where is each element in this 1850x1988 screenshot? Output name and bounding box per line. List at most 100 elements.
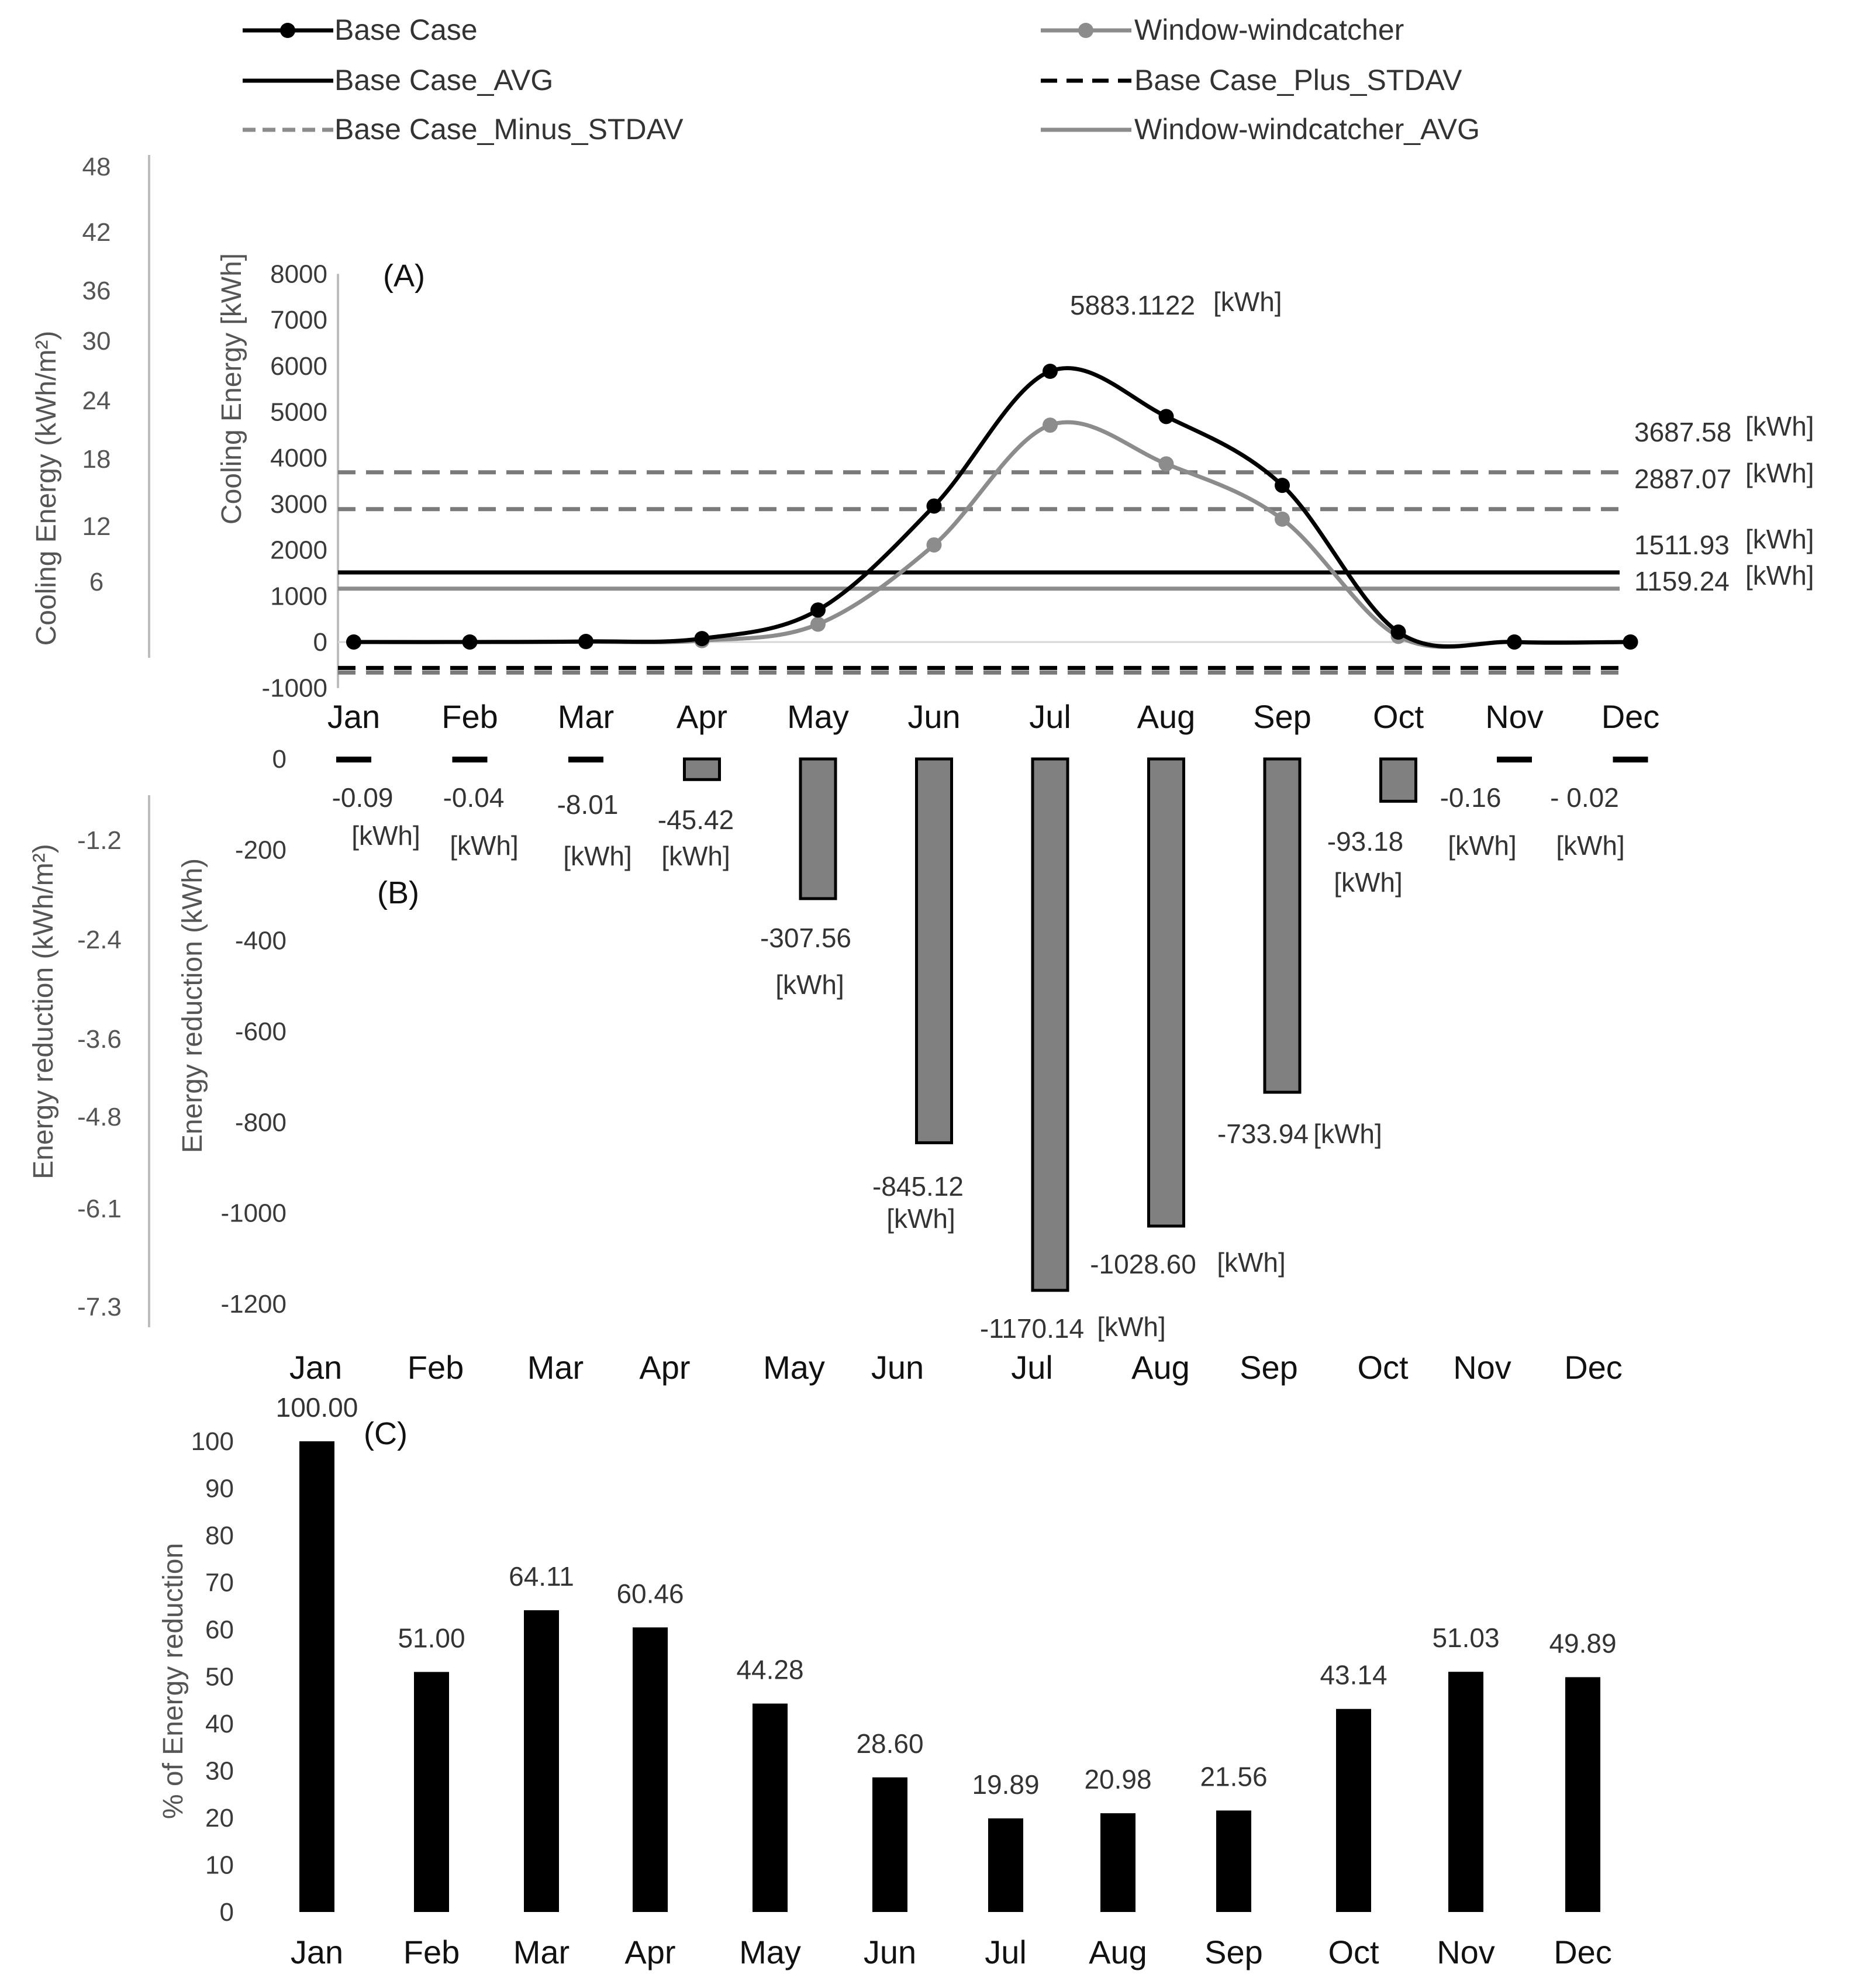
panel-b-bar bbox=[683, 757, 721, 781]
legend-label-base-case-avg: Base Case_AVG bbox=[334, 64, 553, 96]
panel-c-bar-value-label: 60.46 bbox=[616, 1578, 684, 1609]
panel-c-bars bbox=[299, 1441, 1600, 1912]
panel-c-bar-value-label: 64.11 bbox=[509, 1561, 574, 1592]
panel-b-y-tick: -800 bbox=[235, 1108, 287, 1137]
panel-a-data-point bbox=[1390, 624, 1406, 640]
panel-b-bar bbox=[1379, 757, 1417, 803]
panel-a-data-point bbox=[810, 602, 826, 618]
panel-a-reference-lines: 3687.58 [kWh] 2887.07 [kWh] 1511.93 [kWh] 1159… bbox=[338, 411, 1814, 675]
panel-c-y-tick: 20 bbox=[205, 1804, 234, 1832]
panel-c-bar-value-label: 20.98 bbox=[1084, 1764, 1151, 1794]
panel-b-y-tick-secondary: -2.4 bbox=[77, 926, 122, 954]
panel-c-y-tick: 50 bbox=[205, 1663, 234, 1692]
panel-a-data-point bbox=[926, 498, 942, 514]
legend-item-window-windcatcher: Window-windcatcher bbox=[1041, 13, 1404, 46]
panel-a-x-tick: Mar bbox=[558, 698, 614, 735]
panel-a-x-tick: Feb bbox=[441, 698, 498, 735]
panel-b-bars bbox=[336, 757, 1648, 1292]
panel-a-y-ticks: 8000 7000 6000 5000 4000 3000 2000 1000 0 -1000 bbox=[261, 260, 327, 702]
panel-a-data-point bbox=[1275, 478, 1290, 493]
panel-a-x-tick: May bbox=[787, 698, 849, 735]
legend-label-window-windcatcher: Window-windcatcher bbox=[1134, 13, 1404, 46]
panel-c-bar bbox=[1448, 1672, 1483, 1912]
panel-b-bar-value-label: - 0.02 bbox=[1550, 782, 1619, 813]
panel-b-bar-unit-label: [kWh] bbox=[450, 830, 519, 861]
panel-c-bar-value-label: 19.89 bbox=[972, 1769, 1039, 1800]
panel-a-data-point bbox=[926, 537, 942, 553]
panel-c-bar-value-label: 51.03 bbox=[1432, 1623, 1499, 1653]
panel-a-ylabel-secondary: Cooling Energy (kWh/m²) bbox=[31, 331, 62, 646]
panel-a-x-tick: Aug bbox=[1137, 698, 1196, 735]
panel-a-reference-unit-label: [kWh] bbox=[1745, 411, 1814, 441]
panel-b-bar-value-label: -1028.60 bbox=[1090, 1249, 1196, 1279]
legend-item-base-case-minus-stdav: Base Case_Minus_STDAV bbox=[243, 113, 684, 146]
panel-a-y-tick: 3000 bbox=[270, 490, 327, 519]
legend-item-window-windcatcher-avg: Window-windcatcher_AVG bbox=[1041, 113, 1480, 146]
panel-a-x-ticks: Jan Feb Mar Apr May Jun Jul Aug Sep Oct Nov Dec bbox=[327, 698, 1659, 735]
panel-b-y-tick: 0 bbox=[272, 745, 287, 774]
panel-b-bar bbox=[799, 757, 837, 900]
panel-b-bar-unit-label: [kWh] bbox=[563, 841, 632, 871]
panel-b-bar bbox=[1147, 757, 1185, 1228]
panel-b-ylabel-secondary: Energy reduction (kWh/m²) bbox=[28, 844, 59, 1179]
panel-c-bar bbox=[1100, 1813, 1135, 1912]
panel-b-x-tick: Jan bbox=[289, 1349, 342, 1386]
panel-c-y-tick: 60 bbox=[205, 1616, 234, 1644]
panel-c-bar bbox=[872, 1777, 907, 1912]
panel-c-x-tick: Apr bbox=[624, 1934, 675, 1970]
panel-a-data-point bbox=[1507, 634, 1522, 650]
panel-c-bar-value-label: 49.89 bbox=[1549, 1628, 1616, 1658]
panel-a-data-point bbox=[1158, 409, 1174, 424]
legend: Base Case Window-windcatcher Base Case_A… bbox=[243, 13, 1480, 146]
panel-b-bar-value-label: -0.09 bbox=[332, 782, 394, 813]
panel-b-bar-value-label: -845.12 bbox=[872, 1171, 964, 1202]
panel-b-x-tick: Dec bbox=[1564, 1349, 1623, 1386]
legend-label-base-case: Base Case bbox=[334, 13, 478, 46]
panel-a-x-tick: Jan bbox=[327, 698, 380, 735]
panel-a-x-tick: Jun bbox=[907, 698, 960, 735]
panel-b-bar-unit-label: [kWh] bbox=[1556, 830, 1625, 861]
panel-a-y-tick: -1000 bbox=[261, 674, 327, 703]
panel-c-y-tick: 100 bbox=[191, 1427, 234, 1456]
panel-a-y-tick-secondary: 18 bbox=[82, 445, 111, 474]
panel-c-x-tick: Mar bbox=[513, 1934, 570, 1970]
panel-b-bar-unit-label: [kWh] bbox=[351, 820, 420, 851]
panel-b-y-ticks-secondary: -1.2 -2.4 -3.6 -4.8 -6.1 -7.3 bbox=[77, 826, 122, 1321]
panel-a-y-tick: 8000 bbox=[270, 260, 327, 288]
panel-a-data-point bbox=[1275, 511, 1290, 527]
panel-a-reference-unit-label: [kWh] bbox=[1745, 560, 1814, 591]
panel-b-x-tick: Feb bbox=[408, 1349, 464, 1386]
panel-c-x-tick: May bbox=[739, 1934, 801, 1970]
panel-a-x-tick: Apr bbox=[677, 698, 727, 735]
panel-b: (B) Energy reduction (kWh) Energy reduct… bbox=[28, 745, 1648, 1386]
panel-a-annotation-value: 5883.1122 bbox=[1070, 290, 1195, 320]
panel-b-x-tick: Oct bbox=[1357, 1349, 1409, 1386]
panel-b-bar-value-label: -8.01 bbox=[557, 789, 619, 820]
panel-b-ylabel: Energy reduction (kWh) bbox=[177, 858, 208, 1153]
panel-a-annotation-unit: [kWh] bbox=[1213, 287, 1282, 317]
panel-a-y-tick-secondary: 48 bbox=[82, 153, 111, 181]
panel-b-bar-value-label: -93.18 bbox=[1327, 826, 1403, 857]
panel-c-y-tick: 40 bbox=[205, 1710, 234, 1738]
panel-b-bar bbox=[1031, 757, 1069, 1292]
panel-b-x-tick: Apr bbox=[639, 1349, 690, 1386]
panel-a-reference-value-label: 1159.24 bbox=[1634, 566, 1730, 596]
panel-c-bar bbox=[633, 1627, 668, 1912]
panel-b-y-tick: -400 bbox=[235, 927, 287, 955]
legend-label-base-case-minus-stdav: Base Case_Minus_STDAV bbox=[334, 113, 684, 146]
panel-b-bar bbox=[915, 757, 953, 1144]
panel-b-y-tick-secondary: -7.3 bbox=[77, 1293, 122, 1321]
panel-b-y-ticks: 0 -200 -400 -600 -800 -1000 -1200 bbox=[220, 745, 287, 1319]
panel-c-bar bbox=[1336, 1709, 1371, 1912]
panel-b-x-tick: Sep bbox=[1240, 1349, 1298, 1386]
panel-b-x-ticks: Jan Feb Mar Apr May Jun Jul Aug Sep Oct Nov Dec bbox=[289, 1349, 1623, 1386]
panel-a-y-tick: 1000 bbox=[270, 582, 327, 610]
panel-c-bar bbox=[1565, 1677, 1600, 1912]
panel-a-y-tick: 6000 bbox=[270, 352, 327, 381]
panel-c-x-tick: Oct bbox=[1328, 1934, 1379, 1970]
panel-b-bar-unit-label: [kWh] bbox=[661, 841, 730, 871]
panel-b-bar-value-label: -307.56 bbox=[760, 923, 851, 953]
panel-c-bar-value-label: 100.00 bbox=[276, 1392, 358, 1423]
